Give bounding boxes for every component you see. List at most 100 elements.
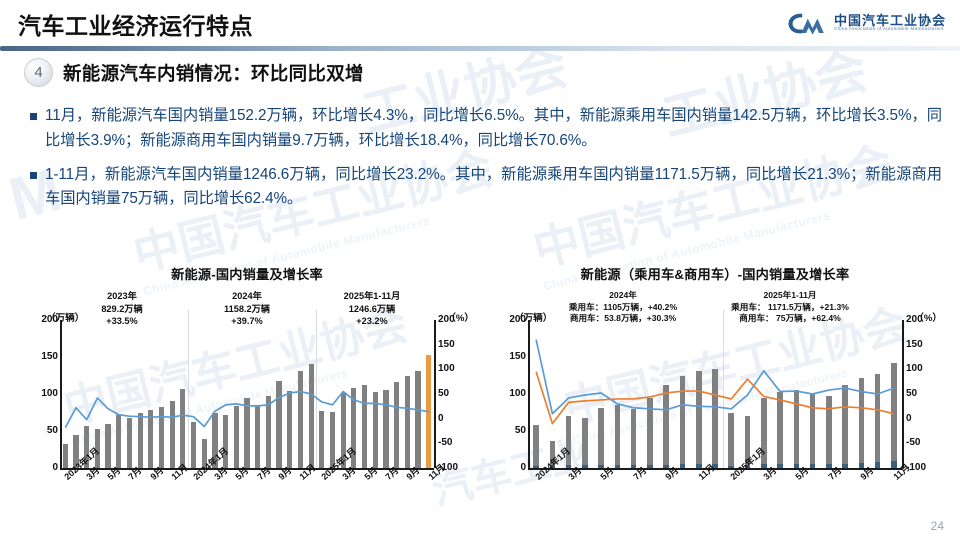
bar-sales xyxy=(361,385,368,468)
bar-sales xyxy=(582,417,588,468)
growth-rate-lines xyxy=(535,339,895,425)
y-tick-label-right: -100 xyxy=(438,462,459,473)
bar-sales xyxy=(394,382,400,468)
bar-sales xyxy=(695,371,702,468)
line-series xyxy=(64,390,429,428)
y-axis-unit-right: （%） xyxy=(914,313,942,324)
x-axis xyxy=(528,468,902,470)
bar-sales xyxy=(169,401,175,468)
bar-commercial xyxy=(549,466,556,468)
bullet-list: 11月，新能源汽车国内销量152.2万辆，环比增长4.3%，同比增长6.5%。其… xyxy=(30,104,942,221)
bar-commercial xyxy=(874,462,881,468)
bar-sales xyxy=(630,408,637,468)
bar-sales xyxy=(276,381,282,468)
bar-sales xyxy=(533,425,539,468)
chart-annotation: 2025年1-11月 1246.6万辆 +23.2% xyxy=(343,291,401,327)
bar-commercial xyxy=(582,465,588,468)
bar-sales xyxy=(565,416,572,468)
bar-sales xyxy=(84,425,90,468)
y-tick-label-right: 200 xyxy=(438,314,455,325)
bar-sales xyxy=(549,440,556,468)
bullet-text: 1-11月，新能源汽车国内销量1246.6万辆，同比增长23.2%。其中，新能源… xyxy=(45,165,942,208)
x-axis xyxy=(60,468,434,470)
bar-commercial xyxy=(777,464,783,468)
page-title: 汽车工业经济运行特点 xyxy=(18,13,253,39)
bar-sales xyxy=(404,376,410,468)
y-tick-label-left: 200 xyxy=(41,314,58,325)
chart-newenergy-domestic-sales: 新能源-国内销量及增长率 （万辆） （%） 0 50 100 150 200 -100 -5… xyxy=(14,262,480,520)
chart-annotation: 2023年 829.2万辆 +33.5% xyxy=(101,291,143,327)
chart-newenergy-pv-cv-domestic-sales: 新能源（乘用车&商用车）-国内销量及增长率 （万辆） （%） 0 50 100 150… xyxy=(482,262,948,520)
bar-sales xyxy=(297,371,304,468)
bar-sales xyxy=(647,397,653,468)
y-axis-right xyxy=(434,320,436,468)
bar-sales xyxy=(351,388,357,468)
y-tick-label-right: 50 xyxy=(438,388,450,399)
bar-sales xyxy=(180,388,186,468)
bar-commercial xyxy=(760,464,767,468)
bar-sales xyxy=(744,416,751,468)
y-tick-label-left: 0 xyxy=(52,462,58,473)
bullet-square-icon xyxy=(30,171,37,179)
y-tick-label-left: 100 xyxy=(509,388,526,399)
year-separator xyxy=(188,310,190,468)
bar-commercial xyxy=(565,465,572,468)
bar-sales xyxy=(826,396,832,468)
bar-sales xyxy=(614,405,621,468)
y-tick-label-left: 0 xyxy=(520,462,526,473)
y-axis-left xyxy=(60,320,62,468)
y-tick-label-right: 50 xyxy=(906,388,918,399)
bar-sales xyxy=(244,397,250,468)
bar-sales xyxy=(212,412,218,468)
bar-sales xyxy=(415,371,421,468)
bar-commercial xyxy=(744,466,751,468)
bar-commercial xyxy=(826,464,832,468)
bullet-square-icon xyxy=(30,113,37,120)
y-tick-label-right: 100 xyxy=(438,363,455,375)
bar-sales xyxy=(874,374,881,468)
bar-commercial xyxy=(533,466,539,468)
chart-annotation: 2024年 1158.2万辆 +39.7% xyxy=(224,291,270,327)
logo-text-cn: 中国汽车工业协会 xyxy=(833,12,946,28)
page-header: 汽车工业经济运行特点 中国汽车工业协会 China Association of… xyxy=(0,0,960,52)
y-tick-label-right: 100 xyxy=(906,363,923,375)
bar-sales xyxy=(679,375,686,468)
bar-commercial xyxy=(647,464,653,468)
chart-plot-area: （万辆） （%） 0 50 100 150 200 -100 -50 0 50 100 150 200… xyxy=(14,286,480,510)
bar-sales xyxy=(255,405,261,468)
bar-sales xyxy=(663,385,669,468)
bullet-item: 1-11月，新能源汽车国内销量1246.6万辆，同比增长23.2%。其中，新能源… xyxy=(30,163,942,213)
bar-commercial xyxy=(712,463,718,468)
bar-commercial xyxy=(663,464,669,468)
y-tick-label-right: 150 xyxy=(438,338,455,350)
bar-commercial xyxy=(809,463,816,468)
y-tick-label-left: 50 xyxy=(514,425,526,436)
bar-commercial xyxy=(793,463,800,468)
growth-rate-lines xyxy=(64,390,429,428)
bar-commercial xyxy=(598,465,604,468)
bar-sales xyxy=(891,362,897,468)
y-axis-left xyxy=(528,320,530,468)
y-tick-label-right: 200 xyxy=(906,314,923,325)
bar-sales xyxy=(137,412,143,468)
bar-sales xyxy=(233,405,239,468)
cam-logo-icon xyxy=(788,13,824,35)
year-separator xyxy=(723,310,725,468)
year-separator xyxy=(316,310,318,468)
y-tick-label-right: -100 xyxy=(906,462,927,473)
bar-commercial xyxy=(695,463,702,468)
bullet-text: 11月，新能源汽车国内销量152.2万辆，环比增长4.3%，同比增长6.5%。其… xyxy=(45,107,942,149)
bar-sales xyxy=(340,393,346,468)
bar-sales xyxy=(760,397,767,468)
y-tick-label-right: -50 xyxy=(438,437,453,449)
bar-sales xyxy=(712,368,718,468)
y-axis-right xyxy=(902,320,904,468)
section-heading: 4 新能源汽车内销情况：环比同比双增 xyxy=(24,58,364,87)
bar-commercial xyxy=(679,463,686,468)
bar-sales xyxy=(858,377,865,468)
bar-sales xyxy=(201,439,207,468)
bar-sales xyxy=(148,410,154,468)
bar-sales xyxy=(842,385,848,468)
line-series xyxy=(535,371,895,425)
y-tick-label-left: 100 xyxy=(41,388,58,399)
